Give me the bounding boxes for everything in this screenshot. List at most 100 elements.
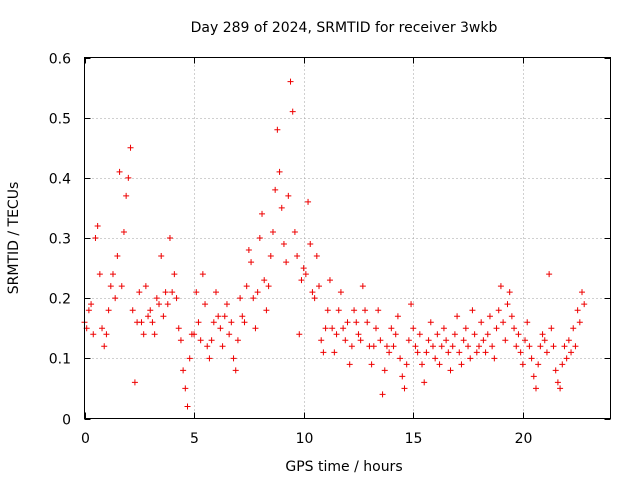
data-point xyxy=(572,343,579,350)
data-point xyxy=(401,385,408,392)
data-point xyxy=(285,192,292,199)
data-point xyxy=(149,319,156,326)
data-point xyxy=(276,168,283,175)
data-point xyxy=(302,271,309,278)
data-point xyxy=(169,289,176,296)
y-tick-label: 0 xyxy=(62,413,71,429)
y-axis: 0 0.1 0.2 0.3 0.4 0.5 0.6 xyxy=(49,52,611,429)
data-point xyxy=(460,337,467,344)
data-point xyxy=(565,337,572,344)
data-point xyxy=(199,271,206,278)
data-point xyxy=(204,343,211,350)
data-point xyxy=(434,331,441,338)
data-point xyxy=(552,367,559,374)
data-point xyxy=(372,325,379,332)
data-point xyxy=(405,337,412,344)
data-point xyxy=(554,379,561,386)
data-point xyxy=(289,108,296,115)
data-point xyxy=(467,355,474,362)
data-point xyxy=(383,343,390,350)
data-point xyxy=(342,337,349,344)
data-point xyxy=(245,247,252,254)
data-point xyxy=(344,319,351,326)
data-point xyxy=(256,235,263,241)
data-point xyxy=(259,210,266,217)
data-point xyxy=(156,301,163,308)
data-point xyxy=(465,343,472,350)
data-point xyxy=(511,325,518,332)
data-point xyxy=(561,343,568,350)
data-point xyxy=(239,313,246,320)
data-point xyxy=(151,331,158,338)
data-point xyxy=(94,222,101,229)
data-point xyxy=(502,337,509,344)
data-point xyxy=(419,361,426,368)
data-point xyxy=(563,355,570,362)
data-point xyxy=(506,289,513,296)
data-point xyxy=(390,343,397,350)
data-point xyxy=(355,331,362,338)
data-point xyxy=(377,337,384,344)
data-point xyxy=(504,301,511,308)
data-point xyxy=(164,301,171,308)
data-point xyxy=(574,307,581,314)
data-point xyxy=(160,313,167,320)
data-point xyxy=(375,307,382,314)
data-point xyxy=(283,259,290,266)
data-point xyxy=(263,307,270,314)
data-point xyxy=(241,319,248,326)
data-point xyxy=(118,283,125,290)
x-axis: 0 5 10 15 20 xyxy=(81,57,533,447)
x-tick-label: 20 xyxy=(515,431,533,447)
data-point xyxy=(541,337,548,344)
data-point xyxy=(138,319,145,326)
data-point xyxy=(300,265,307,272)
data-point xyxy=(513,343,520,350)
data-point xyxy=(109,271,116,278)
data-point xyxy=(517,349,524,356)
data-point xyxy=(508,313,515,320)
data-point xyxy=(248,259,255,266)
y-tick-label: 0.6 xyxy=(49,52,71,68)
data-point xyxy=(123,192,130,199)
data-point xyxy=(278,204,285,211)
data-point xyxy=(535,361,542,368)
y-tick-label: 0.3 xyxy=(49,232,71,248)
data-point xyxy=(381,367,388,374)
data-point xyxy=(581,301,588,308)
data-point xyxy=(324,307,331,314)
data-point xyxy=(280,241,287,248)
data-point xyxy=(166,235,173,241)
data-point xyxy=(197,337,204,344)
data-point xyxy=(333,331,340,338)
chart-title: Day 289 of 2024, SRMTID for receiver 3wk… xyxy=(191,20,498,36)
data-point xyxy=(221,313,228,320)
data-point xyxy=(261,277,268,284)
data-point xyxy=(568,349,575,356)
data-point xyxy=(425,337,432,344)
data-point xyxy=(85,307,92,314)
data-point xyxy=(116,168,123,175)
data-point xyxy=(348,343,355,350)
data-point xyxy=(296,331,303,338)
data-point xyxy=(423,349,430,356)
data-point xyxy=(379,391,386,398)
x-axis-label: GPS time / hours xyxy=(285,459,402,475)
data-point xyxy=(370,343,377,350)
data-point xyxy=(515,331,522,338)
data-point xyxy=(298,277,305,284)
data-point xyxy=(440,325,447,332)
data-point xyxy=(429,343,436,350)
data-point xyxy=(497,283,504,290)
data-point xyxy=(451,331,458,338)
data-point xyxy=(254,289,261,296)
data-point xyxy=(213,289,219,296)
data-point xyxy=(471,331,478,338)
data-point xyxy=(147,307,154,314)
data-point xyxy=(180,367,187,374)
data-point xyxy=(230,355,237,362)
data-point xyxy=(546,271,553,278)
data-point xyxy=(182,385,189,392)
data-point xyxy=(416,331,423,338)
y-tick-label: 0.4 xyxy=(49,172,71,188)
